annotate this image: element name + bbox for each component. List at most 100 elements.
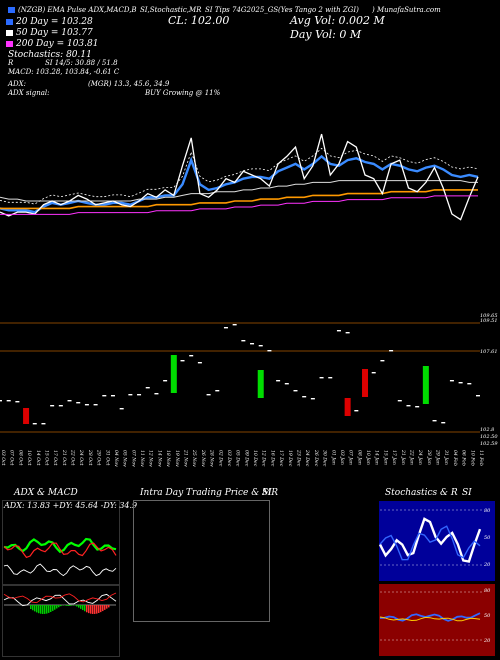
date-tick-label: 26 Nov [200,449,206,467]
candle-tick [250,343,255,345]
adx-signal-label: ADX signal: [8,89,50,97]
date-tick-label: 07 Nov [130,450,136,467]
macd-bar [56,605,58,609]
rsi-readout: SI 14/5: 30.88 / 51.8 [45,59,118,67]
candle-tick [6,400,11,402]
candle-tick [328,377,333,379]
avg-volume: Avg Vol: 0.002 M [290,14,385,27]
candle-tick [267,350,272,352]
date-tick-label: 25 Nov [191,449,197,467]
price-label-3: 107.61 [480,349,498,355]
date-tick-label: 21 Nov [183,449,189,467]
adx-line [3,563,117,577]
candle-tick [467,383,472,385]
date-tick-label: 17 Jan [391,450,397,465]
date-tick-label: 08 Jan [356,450,362,465]
date-tick-label: 28 Nov [209,449,215,467]
candle-tick [258,345,263,347]
candle-tick [180,360,185,362]
macd-bar [30,605,32,609]
date-axis: 03 Oct 07 Oct 08 Oct 10 Oct 14 Oct 15 Oct 17 O… [0,449,484,467]
candle-panel [0,322,480,433]
macd-bar [94,605,96,614]
macd-readout: MACD: 103.28, 103.84, -0.61 C [8,68,120,76]
day-volume: Day Vol: 0 M [290,28,362,41]
candle-tick [389,350,394,352]
candle-tick [380,360,385,362]
macd-bar [50,605,52,612]
ema-swatch [8,7,15,13]
candle-tick [76,402,81,404]
candle-tick [154,393,159,395]
date-tick-label: 15 Oct [43,450,49,466]
intraday-panel [133,500,270,622]
plus-di-line [3,537,117,554]
macd-bar [78,605,80,608]
adx-panel [2,500,120,585]
header-line1b: SI,Stochastic,MR [140,6,202,14]
header-line1e: ) MunafaSutra.com [372,6,441,14]
macd-signal-line [3,592,117,604]
header-line1d: (Yes Tango 2 with ZGI) [278,6,359,14]
stoch-tick-80: 80 [484,508,491,514]
date-tick-label: 04 Feb [452,450,458,466]
candle-tick [302,396,307,398]
macd-line [3,593,117,607]
macd-bar [90,605,92,614]
date-tick-label: 14 Oct [35,450,41,466]
adx-readout: (MGR) 13.3, 45.6, 34.9 [88,80,170,88]
candle-tick [415,406,420,408]
date-tick-label: 19 Nov [174,450,180,467]
intraday-panel-title: Intra Day Trading Price & MR [140,488,279,498]
candle-tick [0,400,2,402]
candle-tick [223,327,228,329]
macd-bar [108,605,110,608]
date-tick-label: 19 Dec [287,450,293,467]
stoch-tick-50: 50 [484,535,491,541]
date-tick-label: 29 Jan [435,449,441,465]
date-tick-label: 21 Jan [400,449,406,465]
price-label-4: 102.8 [480,427,495,433]
candle-tick [232,324,237,326]
date-tick-label: 21 Oct [61,449,67,466]
candle-tick [15,401,20,403]
date-tick-label: 31 Jan [443,450,449,465]
ema50-label: 50 Day = 103.77 [6,28,93,38]
candle-tick [406,405,411,407]
candle-tick [41,423,46,425]
macd-bar [42,605,44,614]
macd-bar [80,605,82,609]
date-tick-label: 04 Nov [113,450,119,467]
date-tick-label: 31 Oct [104,450,110,466]
macd-bar [102,605,104,612]
date-tick-label: 11 Feb [478,450,484,466]
candle-body [257,370,264,398]
macd-bar [36,605,38,613]
date-tick-label: 14 Jan [374,450,380,465]
date-tick-label: 10 Feb [469,450,475,466]
macd-bar [60,605,62,607]
date-tick-label: 12 Nov [148,450,154,467]
ema50-line [0,180,478,202]
date-tick-label: 07 Oct [9,450,15,466]
date-tick-label: 03 Jan [339,450,345,465]
candle-tick [197,362,202,364]
date-tick-label: 08 Oct [17,450,23,466]
rsi-line [379,612,481,622]
candle-tick [276,380,281,382]
candle-tick [215,390,220,392]
adx-panel-values: ADX: 13.83 +DY: 45.64 -DY: 34.9 [4,501,138,510]
date-tick-label: 05 Nov [122,450,128,467]
date-tick-label: 12 Dec [261,450,267,467]
buy-signal: BUY Growing @ 11% [145,89,221,97]
date-tick-label: 03 Dec [226,450,232,467]
macd-bar [86,605,88,613]
date-tick-label: 17 Oct [52,450,58,466]
date-tick-label: 11 Nov [139,450,145,467]
date-tick-label: 09 Dec [243,450,249,467]
candle-tick [145,387,150,389]
price-line [0,133,479,221]
header-line1: (NZGB) EMA Pulse ADX,MACD,B [8,6,137,14]
candle-tick [84,404,89,406]
macd-bar [76,605,78,607]
